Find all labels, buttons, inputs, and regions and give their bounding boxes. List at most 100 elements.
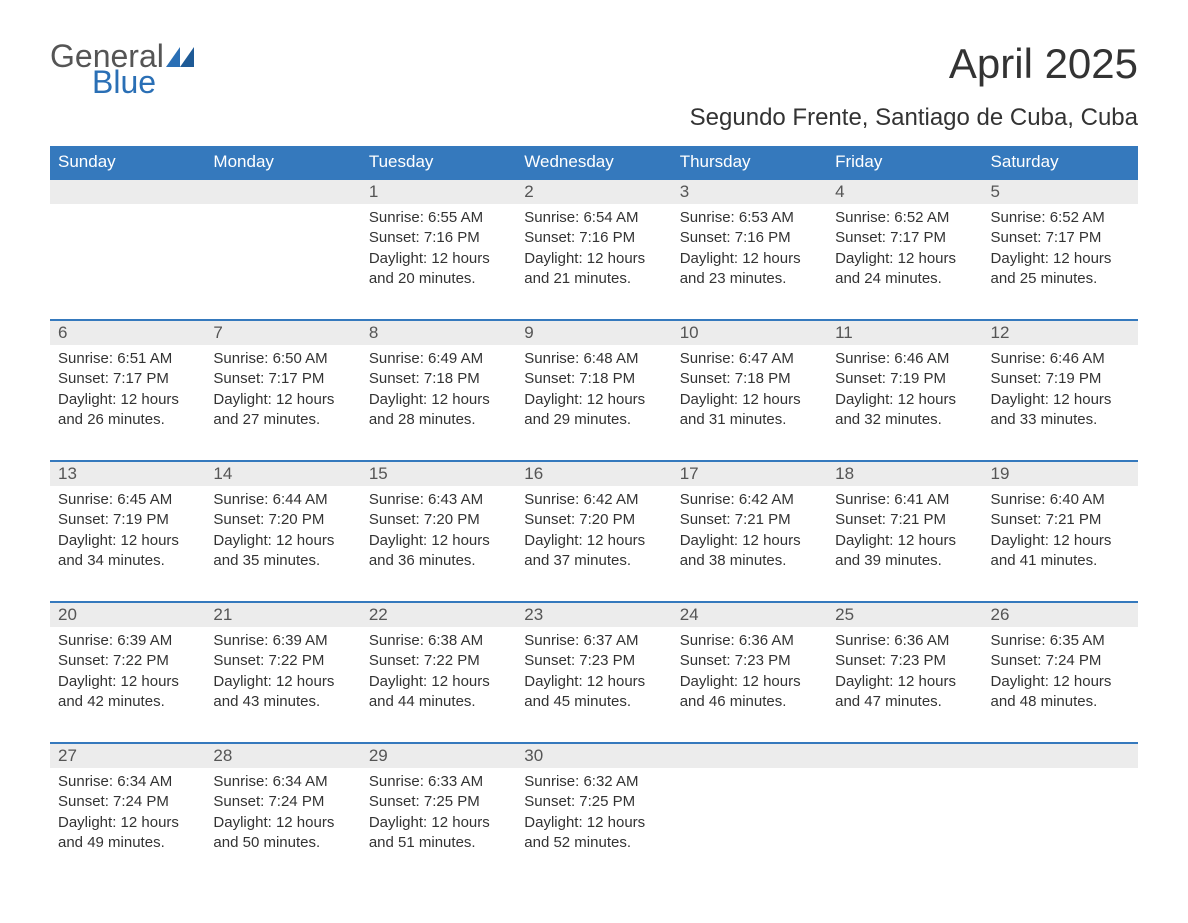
sunrise-text: Sunrise: 6:49 AM	[369, 349, 508, 369]
daylight2-text: and 33 minutes.	[991, 410, 1130, 430]
day-cell-content: Sunrise: 6:44 AMSunset: 7:20 PMDaylight:…	[205, 486, 360, 602]
day-cell-header: 24	[672, 602, 827, 627]
daylight2-text: and 37 minutes.	[524, 551, 663, 571]
daylight2-text: and 48 minutes.	[991, 692, 1130, 712]
sunrise-text: Sunrise: 6:42 AM	[524, 490, 663, 510]
daylight1-text: Daylight: 12 hours	[991, 390, 1130, 410]
day-cell-header: 1	[361, 179, 516, 204]
day-cell-header: 22	[361, 602, 516, 627]
daylight2-text: and 39 minutes.	[835, 551, 974, 571]
day-cell-content: Sunrise: 6:38 AMSunset: 7:22 PMDaylight:…	[361, 627, 516, 743]
daylight1-text: Daylight: 12 hours	[524, 531, 663, 551]
daylight2-text: and 20 minutes.	[369, 269, 508, 289]
sunset-text: Sunset: 7:17 PM	[58, 369, 197, 389]
day-cell-header: 6	[50, 320, 205, 345]
sunrise-text: Sunrise: 6:47 AM	[680, 349, 819, 369]
sunrise-text: Sunrise: 6:36 AM	[835, 631, 974, 651]
logo: General Blue	[50, 40, 194, 98]
daylight2-text: and 50 minutes.	[213, 833, 352, 853]
daylight1-text: Daylight: 12 hours	[58, 672, 197, 692]
day-cell-header	[50, 179, 205, 204]
day-number: 15	[361, 462, 516, 486]
day-number: 28	[205, 744, 360, 768]
day-number: 9	[516, 321, 671, 345]
daylight2-text: and 25 minutes.	[991, 269, 1130, 289]
day-number: 22	[361, 603, 516, 627]
daylight2-text: and 42 minutes.	[58, 692, 197, 712]
week-daynum-row: 12345	[50, 179, 1138, 204]
day-number: 26	[983, 603, 1138, 627]
day-cell-header	[827, 743, 982, 768]
sunrise-text: Sunrise: 6:46 AM	[991, 349, 1130, 369]
daylight1-text: Daylight: 12 hours	[213, 531, 352, 551]
day-number	[672, 744, 827, 766]
sunset-text: Sunset: 7:20 PM	[213, 510, 352, 530]
day-cell-content: Sunrise: 6:53 AMSunset: 7:16 PMDaylight:…	[672, 204, 827, 320]
week-content-row: Sunrise: 6:51 AMSunset: 7:17 PMDaylight:…	[50, 345, 1138, 461]
sunrise-text: Sunrise: 6:35 AM	[991, 631, 1130, 651]
logo-blue-text: Blue	[92, 66, 194, 98]
day-cell-content: Sunrise: 6:43 AMSunset: 7:20 PMDaylight:…	[361, 486, 516, 602]
sunrise-text: Sunrise: 6:33 AM	[369, 772, 508, 792]
day-cell-header: 5	[983, 179, 1138, 204]
day-cell-content: Sunrise: 6:46 AMSunset: 7:19 PMDaylight:…	[983, 345, 1138, 461]
sunset-text: Sunset: 7:24 PM	[991, 651, 1130, 671]
sunset-text: Sunset: 7:19 PM	[835, 369, 974, 389]
day-cell-header: 10	[672, 320, 827, 345]
sunset-text: Sunset: 7:23 PM	[524, 651, 663, 671]
sunset-text: Sunset: 7:24 PM	[58, 792, 197, 812]
day-cell-content: Sunrise: 6:55 AMSunset: 7:16 PMDaylight:…	[361, 204, 516, 320]
sunrise-text: Sunrise: 6:32 AM	[524, 772, 663, 792]
sunrise-text: Sunrise: 6:55 AM	[369, 208, 508, 228]
day-cell-content	[205, 204, 360, 320]
daylight2-text: and 47 minutes.	[835, 692, 974, 712]
calendar-table: Sunday Monday Tuesday Wednesday Thursday…	[50, 146, 1138, 883]
day-cell-header: 29	[361, 743, 516, 768]
day-cell-content: Sunrise: 6:42 AMSunset: 7:21 PMDaylight:…	[672, 486, 827, 602]
daylight1-text: Daylight: 12 hours	[835, 249, 974, 269]
daylight2-text: and 51 minutes.	[369, 833, 508, 853]
daylight2-text: and 27 minutes.	[213, 410, 352, 430]
sunset-text: Sunset: 7:19 PM	[991, 369, 1130, 389]
day-cell-header: 28	[205, 743, 360, 768]
day-cell-header: 18	[827, 461, 982, 486]
day-cell-header	[983, 743, 1138, 768]
weekday-header: Monday	[205, 146, 360, 179]
sunset-text: Sunset: 7:18 PM	[369, 369, 508, 389]
day-number: 25	[827, 603, 982, 627]
day-number: 5	[983, 180, 1138, 204]
day-number: 29	[361, 744, 516, 768]
daylight1-text: Daylight: 12 hours	[524, 390, 663, 410]
sunrise-text: Sunrise: 6:37 AM	[524, 631, 663, 651]
sunset-text: Sunset: 7:16 PM	[680, 228, 819, 248]
daylight2-text: and 35 minutes.	[213, 551, 352, 571]
day-cell-content: Sunrise: 6:54 AMSunset: 7:16 PMDaylight:…	[516, 204, 671, 320]
day-cell-header: 17	[672, 461, 827, 486]
daylight1-text: Daylight: 12 hours	[680, 390, 819, 410]
daylight1-text: Daylight: 12 hours	[58, 390, 197, 410]
daylight1-text: Daylight: 12 hours	[213, 813, 352, 833]
day-cell-header: 9	[516, 320, 671, 345]
daylight1-text: Daylight: 12 hours	[369, 813, 508, 833]
day-number: 21	[205, 603, 360, 627]
day-cell-header: 20	[50, 602, 205, 627]
day-number: 10	[672, 321, 827, 345]
daylight2-text: and 23 minutes.	[680, 269, 819, 289]
day-cell-header: 3	[672, 179, 827, 204]
day-cell-content: Sunrise: 6:46 AMSunset: 7:19 PMDaylight:…	[827, 345, 982, 461]
day-cell-content	[983, 768, 1138, 883]
sunrise-text: Sunrise: 6:40 AM	[991, 490, 1130, 510]
day-number: 11	[827, 321, 982, 345]
daylight2-text: and 24 minutes.	[835, 269, 974, 289]
sunrise-text: Sunrise: 6:34 AM	[58, 772, 197, 792]
weekday-header: Saturday	[983, 146, 1138, 179]
day-number	[827, 744, 982, 766]
day-number: 8	[361, 321, 516, 345]
daylight1-text: Daylight: 12 hours	[369, 390, 508, 410]
day-number	[983, 744, 1138, 766]
sunset-text: Sunset: 7:21 PM	[991, 510, 1130, 530]
day-cell-content: Sunrise: 6:41 AMSunset: 7:21 PMDaylight:…	[827, 486, 982, 602]
day-number: 14	[205, 462, 360, 486]
sunrise-text: Sunrise: 6:50 AM	[213, 349, 352, 369]
sunset-text: Sunset: 7:22 PM	[369, 651, 508, 671]
